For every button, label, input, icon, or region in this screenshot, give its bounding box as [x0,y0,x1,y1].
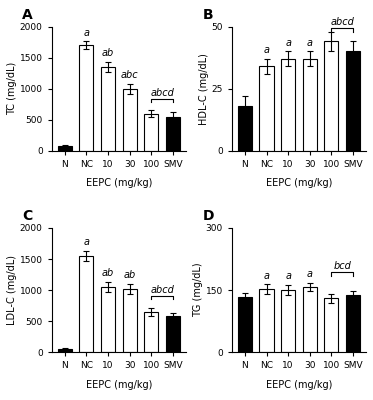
Bar [144,114,158,151]
Y-axis label: HDL-C (mg/dL): HDL-C (mg/dL) [198,53,209,125]
Text: abcd: abcd [150,285,174,295]
Text: a: a [84,28,90,38]
Text: a: a [263,270,270,280]
Text: abcd: abcd [150,88,174,98]
Y-axis label: LDL-C (mg/dL): LDL-C (mg/dL) [7,255,17,325]
Bar [260,289,273,352]
Text: A: A [22,8,33,22]
Bar [166,117,180,151]
Text: abcd: abcd [330,17,354,27]
Text: ab: ab [102,268,114,278]
Text: ab: ab [102,48,114,58]
Y-axis label: TC (mg/dL): TC (mg/dL) [7,62,17,115]
Bar [79,45,93,151]
Bar [238,106,252,151]
Text: EEPC (mg/kg): EEPC (mg/kg) [86,380,152,390]
Text: EEPC (mg/kg): EEPC (mg/kg) [86,178,152,188]
Text: a: a [307,269,313,279]
Bar [238,297,252,352]
Text: ab: ab [123,270,136,280]
Bar [303,59,317,151]
Text: C: C [22,209,32,223]
Bar [101,67,115,151]
Text: a: a [84,237,90,247]
Text: EEPC (mg/kg): EEPC (mg/kg) [266,380,332,390]
Bar [101,287,115,352]
Text: a: a [307,38,313,48]
Bar [325,298,338,352]
Text: D: D [203,209,214,223]
Bar [123,89,137,151]
Text: abc: abc [121,70,138,80]
Bar [58,146,72,151]
Bar [166,316,180,352]
Bar [281,290,295,352]
Bar [79,256,93,352]
Bar [281,59,295,151]
Text: EEPC (mg/kg): EEPC (mg/kg) [266,178,332,188]
Text: a: a [285,271,291,281]
Bar [144,312,158,352]
Text: a: a [263,45,270,55]
Bar [58,349,72,352]
Bar [260,66,273,151]
Text: bcd: bcd [333,261,351,271]
Bar [346,52,360,151]
Text: B: B [203,8,213,22]
Text: a: a [285,38,291,48]
Y-axis label: TG (mg/dL): TG (mg/dL) [193,263,203,318]
Bar [346,295,360,352]
Bar [123,289,137,352]
Bar [303,287,317,352]
Bar [325,42,338,151]
